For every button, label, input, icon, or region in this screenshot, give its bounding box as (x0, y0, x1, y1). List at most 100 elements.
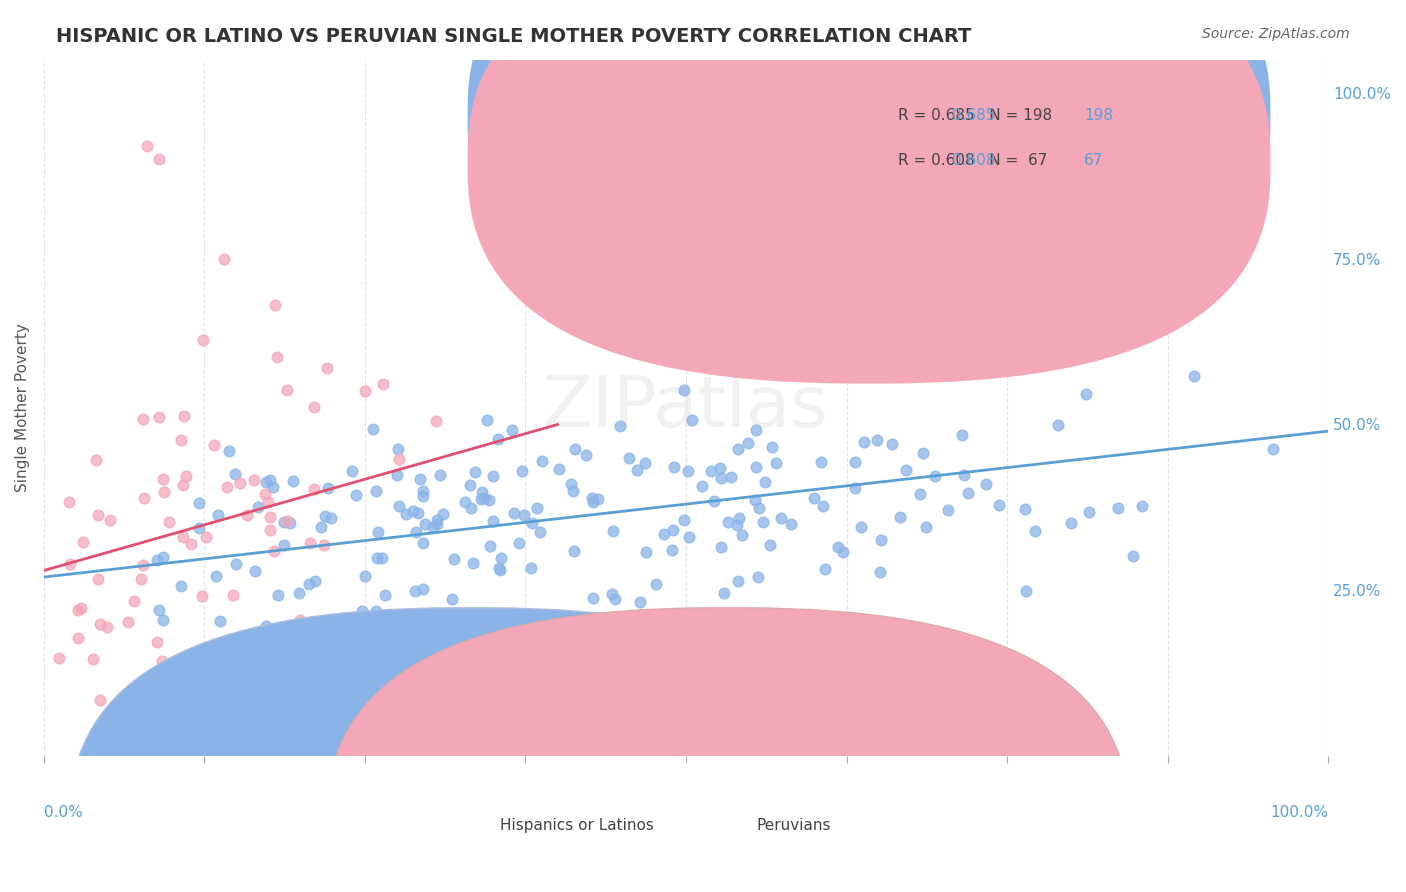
Point (1184, 369, 1206, 384)
Point (150, 654, 173, 668)
Point (366, 551, 388, 566)
Point (759, 538, 782, 552)
Point (380, 620, 402, 634)
Point (157, 515, 180, 529)
Point (146, 634, 169, 648)
Text: HISPANIC OR LATINO VS PERUVIAN SINGLE MOTHER POVERTY CORRELATION CHART: HISPANIC OR LATINO VS PERUVIAN SINGLE MO… (56, 27, 972, 45)
Point (205, 640, 228, 655)
Point (582, 591, 605, 605)
Point (810, 455, 832, 469)
Point (950, 428, 973, 442)
Point (191, 333, 214, 347)
Point (754, 475, 776, 489)
Point (477, 413, 499, 427)
Point (402, 504, 425, 518)
Point (132, 558, 155, 572)
Point (609, 418, 631, 433)
Point (471, 484, 494, 499)
Point (710, 471, 733, 485)
Point (472, 491, 495, 506)
Point (316, 360, 339, 375)
Text: 67: 67 (1084, 153, 1104, 168)
Point (288, 613, 311, 627)
Point (319, 511, 342, 525)
Point (180, 536, 202, 550)
Point (86, 572, 108, 586)
Point (869, 533, 891, 547)
Point (681, 413, 703, 427)
Point (354, 384, 377, 399)
Point (436, 617, 458, 632)
Point (404, 583, 426, 598)
Point (298, 536, 321, 550)
Point (314, 538, 336, 552)
Point (172, 530, 194, 544)
Point (364, 483, 387, 498)
Point (720, 470, 742, 484)
Point (744, 493, 766, 508)
Point (373, 377, 395, 392)
Point (561, 484, 583, 499)
Point (361, 422, 384, 436)
Point (486, 433, 509, 447)
Point (322, 612, 344, 626)
Point (135, 139, 157, 153)
Point (600, 586, 623, 600)
Point (353, 626, 375, 640)
Point (844, 481, 866, 495)
Point (849, 519, 872, 533)
Point (575, 448, 598, 462)
Point (633, 456, 655, 470)
Point (146, 553, 169, 567)
Point (224, 467, 246, 482)
Point (804, 359, 827, 374)
Point (765, 456, 787, 470)
Point (259, 510, 281, 524)
Point (1024, 524, 1046, 539)
Point (350, 604, 373, 618)
Point (212, 252, 235, 266)
Point (709, 461, 731, 475)
Point (1122, 549, 1144, 563)
Point (254, 619, 277, 633)
Point (148, 410, 170, 425)
Point (84, 452, 107, 467)
Point (727, 442, 749, 456)
Point (661, 542, 683, 557)
Point (672, 513, 695, 527)
Point (510, 464, 533, 478)
Point (406, 506, 429, 520)
Point (195, 530, 218, 544)
Point (152, 613, 174, 627)
Point (953, 468, 976, 483)
Point (353, 568, 375, 582)
FancyBboxPatch shape (468, 0, 1271, 384)
Point (501, 423, 523, 437)
Point (725, 518, 748, 533)
Point (247, 500, 270, 515)
Point (236, 508, 259, 523)
Text: ZIPatlas: ZIPatlas (543, 374, 828, 442)
Point (98, 514, 121, 528)
Point (441, 592, 464, 607)
Point (298, 576, 321, 591)
Point (405, 525, 427, 540)
Point (956, 486, 979, 500)
Point (662, 460, 685, 475)
Point (482, 514, 505, 528)
Text: 100.0%: 100.0% (1270, 805, 1329, 820)
Point (89, 692, 111, 706)
Point (1107, 501, 1129, 516)
Point (896, 462, 918, 476)
Point (340, 464, 363, 478)
Point (911, 445, 934, 459)
Point (290, 649, 312, 664)
Point (243, 473, 266, 487)
Point (385, 467, 408, 482)
Point (727, 574, 749, 588)
Point (366, 604, 388, 618)
Point (529, 524, 551, 539)
Point (703, 494, 725, 508)
Point (603, 591, 626, 606)
Point (335, 649, 357, 664)
